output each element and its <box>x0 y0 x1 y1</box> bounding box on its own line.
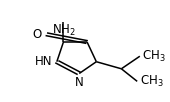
Text: O: O <box>32 28 42 41</box>
Text: CH$_3$: CH$_3$ <box>140 74 164 89</box>
Text: CH$_3$: CH$_3$ <box>142 49 166 64</box>
Text: NH$_2$: NH$_2$ <box>52 22 75 38</box>
Text: N: N <box>75 76 84 89</box>
Text: HN: HN <box>35 55 53 68</box>
